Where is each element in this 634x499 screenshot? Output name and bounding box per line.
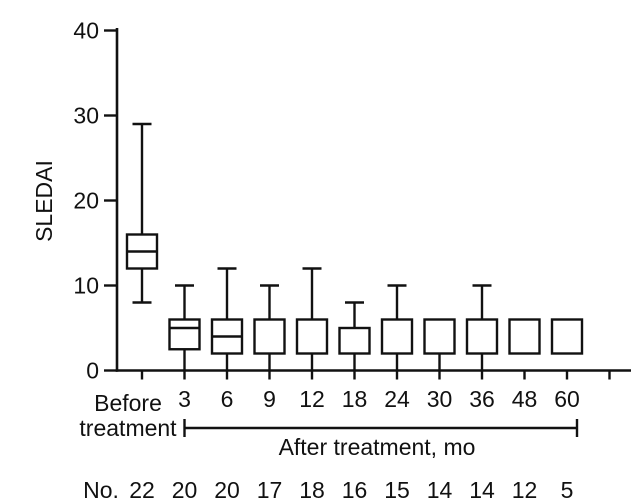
count-value: 5: [561, 477, 574, 499]
count-value: 14: [427, 477, 453, 499]
y-tick-label: 0: [86, 358, 99, 384]
box-iqr: [423, 318, 456, 355]
x-tick-label: 36: [469, 386, 495, 412]
count-value: 22: [129, 477, 155, 499]
bracket-label: After treatment, mo: [279, 434, 476, 460]
x-tick-label: 48: [512, 386, 538, 412]
x-tick-label: 3: [178, 386, 191, 412]
box-iqr: [465, 318, 499, 355]
x-tick-label: 9: [263, 386, 276, 412]
count-value: 15: [384, 477, 410, 499]
count-value: 16: [342, 477, 368, 499]
count-value: 20: [214, 477, 240, 499]
y-tick-label: 10: [73, 273, 99, 299]
y-tick-label: 40: [73, 18, 99, 44]
x-tick-label: 6: [221, 386, 234, 412]
box-iqr: [508, 318, 541, 355]
box-iqr: [253, 318, 286, 355]
x-tick-label-before-line2: treatment: [79, 415, 177, 441]
x-tick-label-before-line1: Before: [94, 390, 162, 416]
box-iqr: [550, 318, 584, 355]
x-tick-label: 30: [427, 386, 453, 412]
count-value: 17: [257, 477, 283, 499]
count-value: 12: [512, 477, 538, 499]
y-axis-title: SLEDAI: [31, 160, 57, 242]
x-tick-label: 24: [384, 386, 410, 412]
y-tick-label: 20: [73, 188, 99, 214]
box-iqr: [338, 326, 371, 355]
x-tick-label: 18: [342, 386, 368, 412]
box-iqr: [168, 318, 201, 351]
box-iqr: [295, 318, 329, 355]
counts-row-label: No.: [83, 477, 119, 499]
count-value: 20: [172, 477, 198, 499]
box-iqr: [380, 318, 414, 355]
x-tick-label: 60: [554, 386, 580, 412]
count-value: 18: [299, 477, 325, 499]
x-tick-label: 12: [299, 386, 325, 412]
y-tick-label: 30: [73, 103, 99, 129]
count-value: 14: [469, 477, 495, 499]
